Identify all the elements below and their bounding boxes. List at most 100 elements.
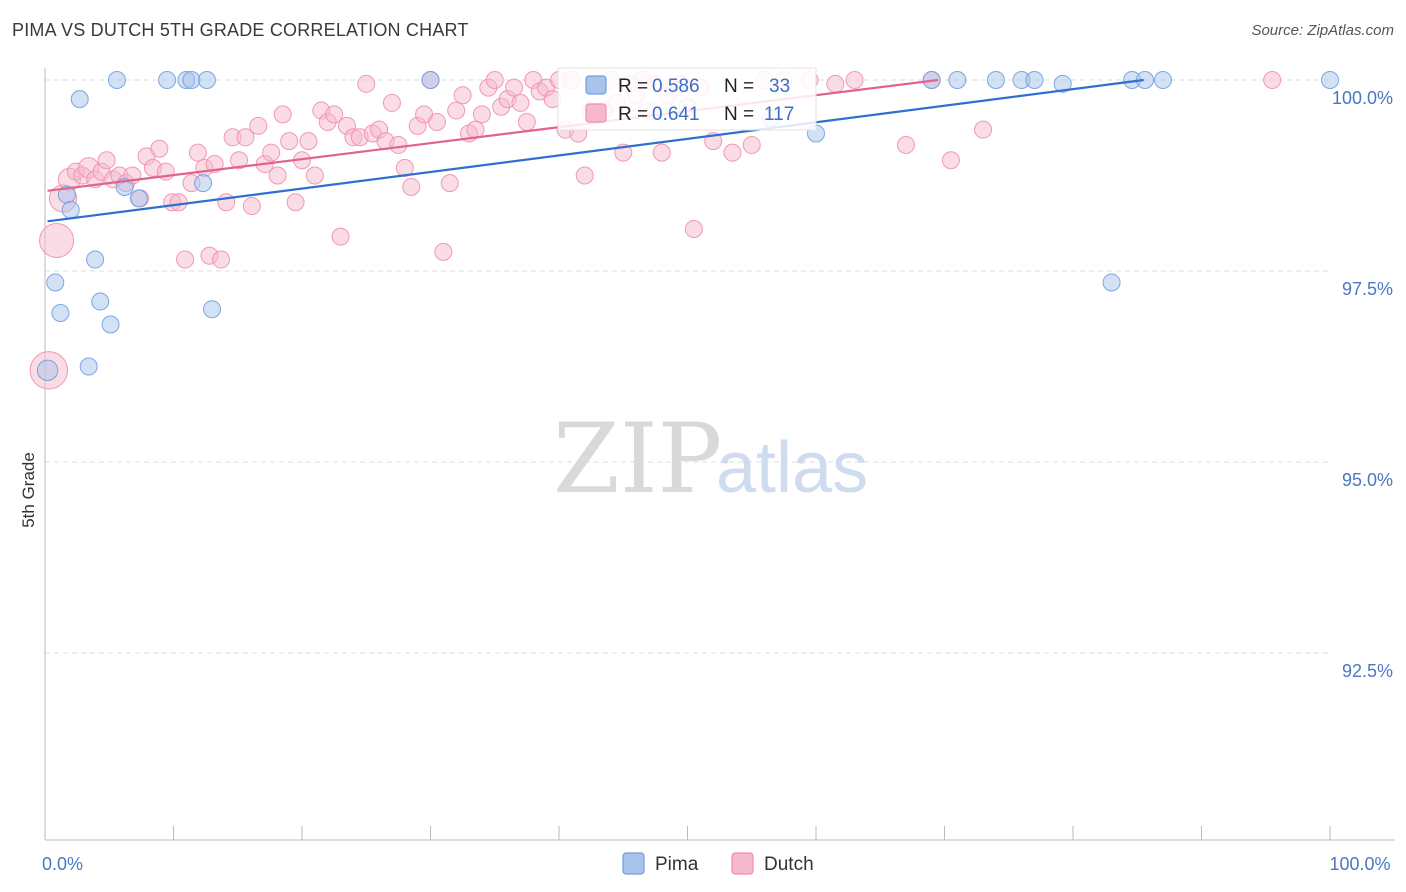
y-tick-labels: 100.0% 97.5% 95.0% 92.5%: [1332, 88, 1393, 681]
legend-pima-n-label: N =: [724, 76, 754, 97]
pima-point-26: [1025, 71, 1044, 89]
pima-point-28: [1102, 273, 1121, 292]
pima-point-18: [203, 300, 222, 319]
dutch-point-105: [742, 135, 761, 154]
legend-pima-r-value: 0.586: [652, 76, 700, 97]
pima-point-9: [101, 315, 120, 334]
bottom-legend: Pima Dutch: [622, 852, 814, 875]
pima-point-1: [46, 273, 65, 292]
pima-point-17: [197, 71, 216, 89]
pima-point-27: [1053, 74, 1072, 93]
pima-point-31: [1153, 71, 1172, 89]
bottom-legend-dutch: Dutch: [764, 854, 814, 875]
watermark-zip: ZIP: [553, 403, 722, 515]
dutch-point-39: [286, 193, 305, 212]
bottom-legend-swatch-pima: [622, 852, 645, 875]
axes: [44, 68, 1395, 841]
dutch-point-61: [427, 113, 446, 132]
dutch-point-67: [466, 120, 485, 139]
legend-pima-n-value: 33: [769, 76, 790, 97]
pima-point-4: [61, 200, 80, 219]
chart-title: PIMA VS DUTCH 5TH GRADE CORRELATION CHAR…: [12, 20, 469, 40]
dutch-point-75: [517, 113, 536, 132]
dutch-point-104: [723, 143, 742, 162]
dutch-point-73: [505, 78, 524, 97]
pima-point-5: [70, 90, 89, 109]
legend-pima-r-label: R =: [618, 76, 648, 97]
pima-point-8: [91, 292, 110, 311]
dutch-point-30: [230, 151, 249, 170]
dutch-point-50: [357, 74, 376, 93]
dutch-point-63: [440, 174, 459, 193]
dutch-point-20: [169, 193, 188, 212]
bottom-legend-pima: Pima: [655, 854, 699, 875]
dutch-point-46: [331, 227, 350, 246]
pima-point-2: [51, 304, 70, 323]
dutch-point-109: [826, 74, 845, 93]
dutch-point-96: [652, 143, 671, 162]
pima-point-12: [129, 189, 148, 208]
dutch-point-1: [39, 222, 75, 258]
dutch-point-28: [217, 193, 236, 212]
chart-source: Source: ZipAtlas.com: [1251, 22, 1394, 39]
dutch-point-31: [236, 128, 255, 147]
dutch-point-23: [188, 143, 207, 162]
pima-point-15: [182, 71, 201, 89]
dutch-point-9: [97, 151, 116, 170]
x-tick-labels: 0.0% 100.0%: [42, 854, 1391, 874]
watermark: ZIP atlas: [553, 403, 868, 515]
dutch-point-42: [305, 166, 324, 185]
pima-point-23: [948, 71, 967, 89]
dutch-point-37: [273, 105, 292, 124]
pima-point-0: [36, 359, 59, 382]
dutch-point-114: [974, 120, 993, 139]
dutch-point-74: [511, 93, 530, 112]
dutch-point-101: [684, 219, 703, 238]
pima-point-19: [421, 71, 440, 89]
dutch-point-70: [485, 71, 504, 89]
dutch-point-84: [575, 166, 594, 185]
dutch-point-68: [472, 105, 491, 124]
legend-swatch-dutch: [585, 103, 607, 123]
pima-point-16: [194, 174, 213, 193]
y-tick-label-0: 100.0%: [1332, 88, 1393, 108]
pima-point-10: [107, 71, 126, 89]
dutch-point-57: [402, 177, 421, 196]
legend-dutch-n-value: 117: [764, 104, 794, 125]
dutch-point-65: [453, 86, 472, 105]
dutch-point-64: [447, 101, 466, 120]
dutch-point-115: [1263, 71, 1282, 89]
dutch-point-111: [896, 135, 915, 154]
dutch-point-45: [325, 105, 344, 124]
legend-dutch-r-value: 0.641: [652, 104, 700, 125]
dutch-point-36: [268, 166, 287, 185]
dutch-point-38: [280, 132, 299, 151]
y-tick-label-3: 92.5%: [1342, 661, 1393, 681]
y-axis-label: 5th Grade: [19, 452, 38, 528]
pima-point-7: [86, 250, 105, 269]
dutch-point-113: [941, 151, 960, 170]
dutch-point-62: [434, 242, 453, 261]
watermark-atlas: atlas: [716, 428, 868, 508]
pima-trend-line: [47, 78, 1144, 223]
dutch-point-41: [299, 132, 318, 151]
y-tick-label-1: 97.5%: [1342, 279, 1393, 299]
pima-point-13: [158, 71, 177, 89]
dutch-point-54: [382, 93, 401, 112]
pima-point-32: [1321, 71, 1339, 89]
dutch-point-55: [389, 135, 408, 154]
dutch-point-32: [242, 197, 261, 216]
dutch-point-21: [176, 250, 195, 269]
dutch-point-110: [845, 71, 864, 89]
dutch-point-27: [212, 250, 231, 269]
x-tick-label-0: 0.0%: [42, 854, 83, 874]
pima-point-6: [79, 357, 98, 376]
dutch-point-17: [150, 139, 169, 158]
pima-point-24: [986, 71, 1005, 89]
legend-dutch-r-label: R =: [618, 104, 648, 125]
dutch-point-33: [249, 116, 268, 135]
top-legend: R = 0.586 N = 33 R = 0.641 N = 117: [557, 67, 817, 131]
legend-swatch-pima: [585, 75, 607, 95]
series-pima-points: [36, 71, 1339, 382]
